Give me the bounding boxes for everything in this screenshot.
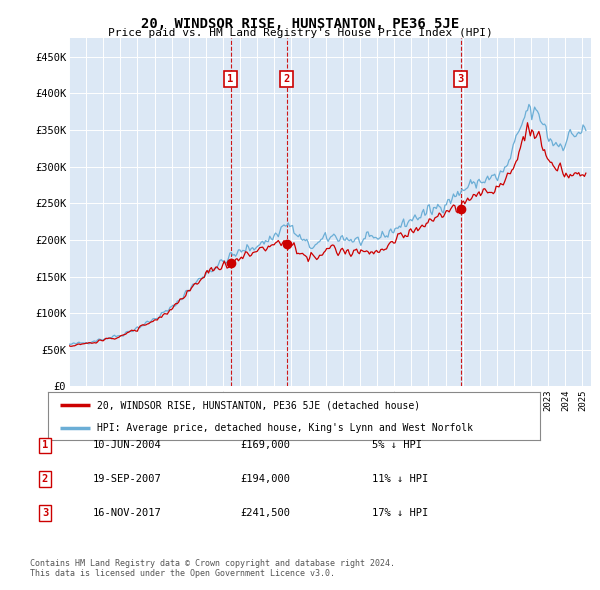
Text: 16-NOV-2017: 16-NOV-2017 — [93, 508, 162, 517]
Text: Contains HM Land Registry data © Crown copyright and database right 2024.
This d: Contains HM Land Registry data © Crown c… — [30, 559, 395, 578]
Text: £241,500: £241,500 — [240, 508, 290, 517]
Text: 11% ↓ HPI: 11% ↓ HPI — [372, 474, 428, 484]
Text: 10-JUN-2004: 10-JUN-2004 — [93, 441, 162, 450]
Text: £169,000: £169,000 — [240, 441, 290, 450]
Text: 19-SEP-2007: 19-SEP-2007 — [93, 474, 162, 484]
Text: 1: 1 — [42, 441, 48, 450]
Text: 2: 2 — [284, 74, 290, 84]
Text: £194,000: £194,000 — [240, 474, 290, 484]
Text: 20, WINDSOR RISE, HUNSTANTON, PE36 5JE (detached house): 20, WINDSOR RISE, HUNSTANTON, PE36 5JE (… — [97, 400, 421, 410]
Text: Price paid vs. HM Land Registry's House Price Index (HPI): Price paid vs. HM Land Registry's House … — [107, 28, 493, 38]
Text: HPI: Average price, detached house, King's Lynn and West Norfolk: HPI: Average price, detached house, King… — [97, 423, 473, 432]
Text: 2: 2 — [42, 474, 48, 484]
Text: 20, WINDSOR RISE, HUNSTANTON, PE36 5JE: 20, WINDSOR RISE, HUNSTANTON, PE36 5JE — [141, 17, 459, 31]
Text: 5% ↓ HPI: 5% ↓ HPI — [372, 441, 422, 450]
Text: 3: 3 — [42, 508, 48, 517]
Text: 3: 3 — [457, 74, 464, 84]
Text: 1: 1 — [227, 74, 233, 84]
Text: 17% ↓ HPI: 17% ↓ HPI — [372, 508, 428, 517]
